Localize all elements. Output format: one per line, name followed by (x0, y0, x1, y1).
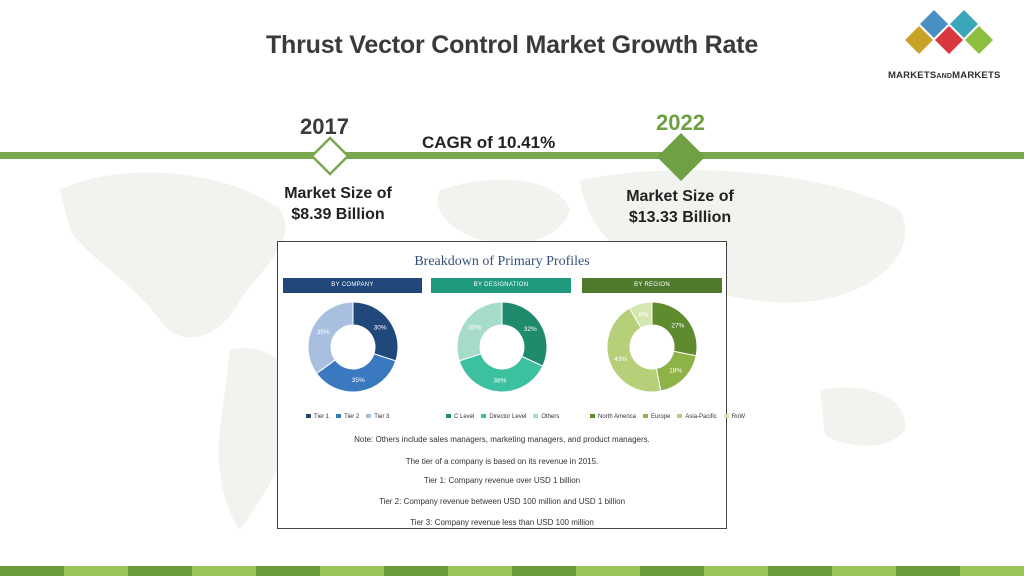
footer-stripe (896, 566, 960, 576)
footer-stripe (512, 566, 576, 576)
end-market-line-1: Market Size of (626, 188, 734, 205)
legend-swatch (533, 414, 539, 419)
footer-stripe (192, 566, 256, 576)
footer-stripes (0, 566, 1024, 576)
donut-data-label: 30% (468, 324, 481, 331)
donut-slice-north-america (651, 301, 698, 357)
legend-label: Tier 2 (344, 414, 360, 420)
donut-data-label: 38% (493, 377, 506, 384)
legend-label: Asia-Pacific (685, 414, 717, 420)
legend-swatch (677, 414, 683, 419)
legend-label: Director Level (489, 414, 527, 420)
note-tier-2: Tier 2: Company revenue between USD 100 … (378, 497, 626, 506)
legend-label: C Level (454, 414, 475, 420)
note-tier-1: Tier 1: Company revenue over USD 1 billi… (423, 476, 581, 485)
footer-stripe (960, 566, 1024, 576)
donut-data-label: 30% (374, 324, 387, 331)
markets-and-markets-logo (905, 10, 993, 54)
legend-item: C Level (446, 414, 474, 420)
footer-stripe (256, 566, 320, 576)
band-by-designation: BY DESIGNATION (431, 278, 571, 293)
legend-item: RoW (723, 414, 746, 420)
donut-slice-row (628, 301, 653, 329)
donut-data-label: 8% (639, 312, 649, 319)
donut-slice-director-level (458, 353, 544, 393)
legend-label: Tier 3 (374, 414, 390, 420)
donut-charts: 30% 35% 35% 32% 38% 30% 27% 18% 43% 8% (307, 301, 698, 393)
legend-label: Others (541, 414, 560, 420)
end-year: 2022 (656, 110, 705, 135)
cagr-label: CAGR of 10.41% (422, 133, 556, 152)
start-market-line-1: Market Size of (284, 185, 392, 202)
end-diamond-marker (657, 133, 705, 181)
footer-stripe (576, 566, 640, 576)
primary-profiles-panel: Breakdown of Primary Profiles BY COMPANY… (277, 241, 745, 529)
note-tier-basis: The tier of a company is based on its re… (405, 457, 599, 466)
legend-label: North America (598, 414, 637, 420)
legend-item: Tier 2 (336, 414, 359, 420)
legend-item: Tier 3 (366, 414, 389, 420)
legend-item: North America (590, 414, 636, 420)
legend-label: Tier 1 (314, 414, 330, 420)
band-by-company: BY COMPANY (283, 278, 422, 293)
start-diamond-marker (310, 136, 350, 176)
panel-title: Breakdown of Primary Profiles (414, 254, 590, 269)
legend-region: North America Europe Asia-Pacific RoW (590, 414, 752, 420)
legend-item: Europe (643, 414, 670, 420)
footer-stripe (384, 566, 448, 576)
donut-data-label: 27% (671, 323, 684, 330)
legend-swatch (643, 414, 649, 419)
legend-swatch (336, 414, 342, 419)
footer-stripe (0, 566, 64, 576)
legend-company: Tier 1 Tier 2 Tier 3 (306, 414, 396, 420)
start-year: 2017 (300, 114, 349, 139)
footer-stripe (640, 566, 704, 576)
timeline-bar (0, 152, 1024, 159)
end-market-size: Market Size of $13.33 Billion (590, 186, 770, 228)
footer-stripe (832, 566, 896, 576)
donut-data-label: 35% (317, 329, 330, 336)
donut-slice-c-level (501, 301, 548, 367)
footer-stripe (768, 566, 832, 576)
donut-slice-asia-pacific (606, 307, 662, 393)
donut-data-label: 43% (614, 356, 627, 363)
legend-label: RoW (731, 414, 746, 420)
legend-swatch (366, 414, 372, 419)
start-market-size: Market Size of $8.39 Billion (248, 183, 428, 225)
note-others: Note: Others include sales managers, mar… (354, 435, 650, 444)
donut-slice-tier-2 (315, 353, 397, 393)
footer-stripe (448, 566, 512, 576)
legend-swatch (481, 414, 487, 419)
donut-slice-tier-1 (352, 301, 399, 362)
legend-swatch (306, 414, 311, 419)
legend-label: Europe (651, 414, 671, 420)
legend-swatch (723, 414, 729, 419)
legend-item: Tier 1 (306, 414, 329, 420)
footer-stripe (320, 566, 384, 576)
legend-designation: C Level Director Level Others (446, 414, 566, 420)
note-tier-3: Tier 3: Company revenue less than USD 10… (410, 518, 594, 527)
donut-slice-others (456, 301, 503, 362)
page-title: Thrust Vector Control Market Growth Rate (265, 31, 759, 59)
band-by-region: BY REGION (582, 278, 722, 293)
footer-stripe (128, 566, 192, 576)
logo-wordmark: MARKETSANDMARKETS (888, 70, 1001, 81)
legend-item: Asia-Pacific (677, 414, 717, 420)
end-market-line-2: $13.33 Billion (628, 209, 732, 226)
donut-data-label: 32% (524, 326, 537, 333)
donut-slice-tier-3 (307, 301, 354, 375)
start-market-line-2: $8.39 Billion (291, 206, 385, 223)
footer-stripe (64, 566, 128, 576)
legend-swatch (446, 414, 451, 419)
legend-swatch (590, 414, 595, 419)
donut-data-label: 35% (352, 377, 365, 384)
donut-data-label: 18% (669, 368, 682, 375)
legend-item: Others (533, 414, 559, 420)
footer-stripe (704, 566, 768, 576)
legend-item: Director Level (481, 414, 526, 420)
